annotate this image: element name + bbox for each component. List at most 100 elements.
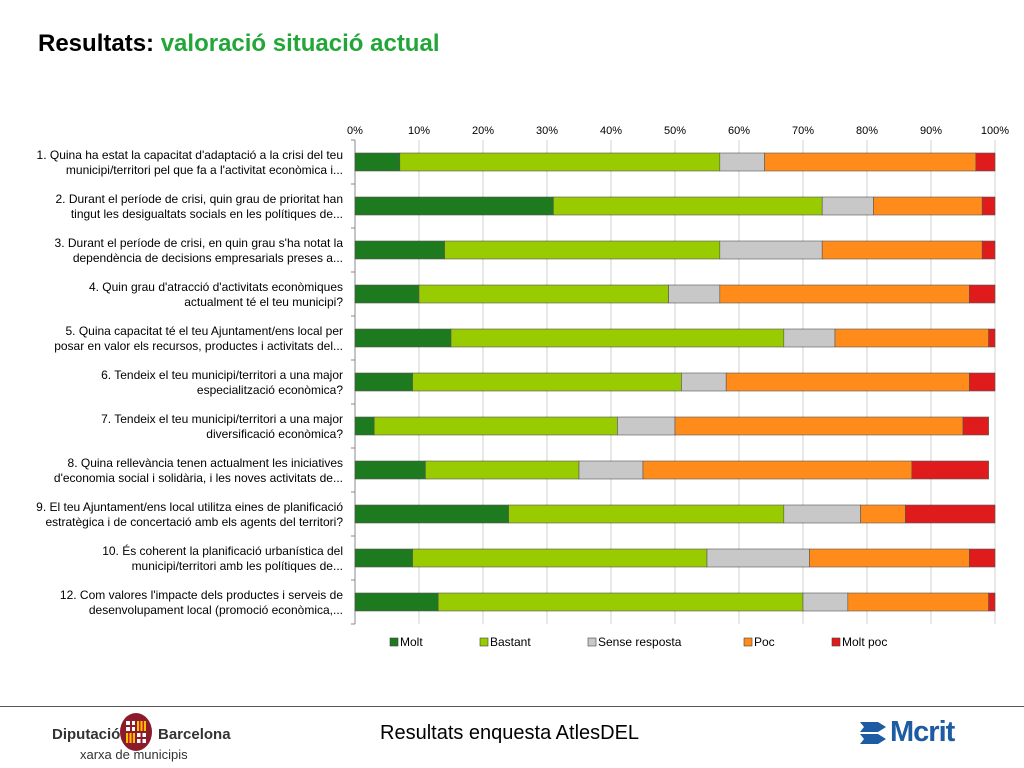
bar-segment-sense-resposta [802, 592, 849, 612]
category-label: 6. Tendeix el teu municipi/territori a u… [101, 368, 343, 382]
bar-segment-bastant [412, 548, 708, 568]
category-label: desenvolupament local (promoció econòmic… [89, 603, 343, 617]
bar-segment-molt [354, 152, 401, 172]
x-tick-label: 20% [472, 125, 494, 137]
bar-segment-molt-poc [981, 240, 996, 260]
bar-segment-sense-resposta [681, 372, 727, 392]
bar-segment-molt [354, 196, 554, 216]
bar-segment-poc [860, 504, 906, 524]
legend-label: Molt poc [842, 635, 887, 649]
chart-svg: 0% 10% 20% 30% 40% 50% 60% 70% 80% 90% 100% 1. Quin… [36, 125, 1009, 649]
coat-of-arms-icon [120, 713, 152, 751]
bar-segment-molt-poc [988, 328, 996, 348]
bar-segment-molt-poc [911, 460, 989, 480]
bar-segment-poc [821, 240, 983, 260]
bar-segment-poc [847, 592, 989, 612]
category-label: 12. Com valores l'impacte dels productes… [60, 588, 343, 602]
bar-segment-poc [873, 196, 983, 216]
bar-segment-bastant [425, 460, 580, 480]
category-label: estratègica i de concertació amb els age… [46, 515, 344, 529]
category-label: especialització econòmica? [197, 383, 343, 397]
logo-name-part-1: Diputació [52, 726, 121, 743]
x-tick-label: 70% [792, 125, 814, 137]
x-tick-label: 50% [664, 125, 686, 137]
legend-swatch [587, 637, 597, 647]
logo-subtitle: xarxa de municipis [80, 747, 188, 762]
bar-segment-molt [354, 240, 445, 260]
bar-segment-sense-resposta [668, 284, 721, 304]
x-tick-label: 100% [981, 125, 1009, 137]
logo-name-part-2: Barcelona [158, 726, 231, 743]
bar-segment-sense-resposta [783, 328, 836, 348]
category-label: tingut les desigualtats socials en les p… [71, 207, 343, 221]
bar-segment-poc [834, 328, 989, 348]
bar-segment-sense-resposta [719, 240, 823, 260]
x-tick-label: 40% [600, 125, 622, 137]
legend-swatch [389, 637, 399, 647]
bar-segment-molt-poc [969, 372, 996, 392]
category-label: municipi/territori amb les polítiques de… [132, 559, 343, 573]
category-label: 2. Durant el període de crisi, quin grau… [55, 192, 343, 206]
bar-segment-molt [354, 372, 413, 392]
bar-segment-sense-resposta [783, 504, 861, 524]
category-label: municipi/territori pel que fa a l'activi… [66, 163, 343, 177]
legend-label: Bastant [490, 635, 531, 649]
legend-swatch [479, 637, 489, 647]
diputacio-barcelona-logo: Diputació Barcelona xarxa de municipis [50, 712, 250, 764]
x-tick-label: 0% [347, 125, 363, 137]
bar-segment-bastant [508, 504, 785, 524]
mcrit-arrows-icon [860, 722, 886, 744]
bar-segment-bastant [412, 372, 682, 392]
category-label: d'economia social i solidària, i les nov… [54, 471, 343, 485]
category-label: 5. Quina capacitat té el teu Ajuntament/… [65, 324, 343, 338]
x-tick-label: 10% [408, 125, 430, 137]
category-label: 10. És coherent la planificació urbaníst… [102, 543, 343, 558]
legend-label: Sense resposta [598, 635, 682, 649]
footer-divider [0, 706, 1024, 707]
bar-segment-poc [764, 152, 977, 172]
legend-swatch [831, 637, 841, 647]
bar-segment-poc [642, 460, 913, 480]
bar-segment-molt-poc [969, 548, 996, 568]
page-title: Resultats: valoració situació actual [38, 30, 439, 58]
legend-swatch [743, 637, 753, 647]
category-label: 8. Quina rellevància tenen actualment le… [68, 456, 343, 470]
category-label: dependència de decisions empresarials pr… [73, 251, 343, 265]
bar-segment-bastant [553, 196, 823, 216]
bar-segment-molt [354, 504, 509, 524]
bar-segment-molt-poc [905, 504, 996, 524]
category-label: posar en valor els recursos, productes i… [54, 339, 343, 353]
legend-label: Poc [754, 635, 775, 649]
bar-segment-molt [354, 548, 413, 568]
bar-segment-bastant [418, 284, 669, 304]
bar-segment-sense-resposta [706, 548, 810, 568]
legend-label: Molt [400, 635, 423, 649]
category-label: 3. Durant el període de crisi, en quin g… [55, 236, 344, 250]
bar-segment-molt-poc [981, 196, 996, 216]
bar-segment-molt-poc [988, 592, 996, 612]
mcrit-logo-text: Mcrit [890, 716, 955, 748]
category-label: 4. Quin grau d'atracció d'activitats eco… [89, 280, 343, 294]
footer-title: Resultats enquesta AtlesDEL [380, 722, 640, 744]
stacked-bar-chart: 0% 10% 20% 30% 40% 50% 60% 70% 80% 90% 100% 1. Quin… [0, 110, 1024, 670]
bar-segment-poc [809, 548, 970, 568]
mcrit-logo: Mcrit [858, 716, 978, 752]
x-tick-label: 80% [856, 125, 878, 137]
bar-segment-sense-resposta [719, 152, 765, 172]
category-label: 9. El teu Ajuntament/ens local utilitza … [36, 500, 343, 514]
bar-segment-sense-resposta [821, 196, 874, 216]
bar-segment-poc [725, 372, 970, 392]
bar-segment-poc [674, 416, 964, 436]
bar-segment-molt-poc [969, 284, 996, 304]
title-main: valoració situació actual [160, 30, 440, 57]
x-tick-label: 90% [920, 125, 942, 137]
bar-segment-sense-resposta [617, 416, 676, 436]
bar-segment-molt [354, 460, 426, 480]
x-tick-label: 30% [536, 125, 558, 137]
bar-segment-molt [354, 416, 375, 436]
category-label: 7. Tendeix el teu municipi/territori a u… [101, 412, 343, 426]
title-prefix: Resultats: [38, 30, 155, 57]
bar-segment-bastant [450, 328, 785, 348]
category-label: actualment té el teu municipi? [184, 295, 343, 309]
bar-segment-molt [354, 328, 452, 348]
